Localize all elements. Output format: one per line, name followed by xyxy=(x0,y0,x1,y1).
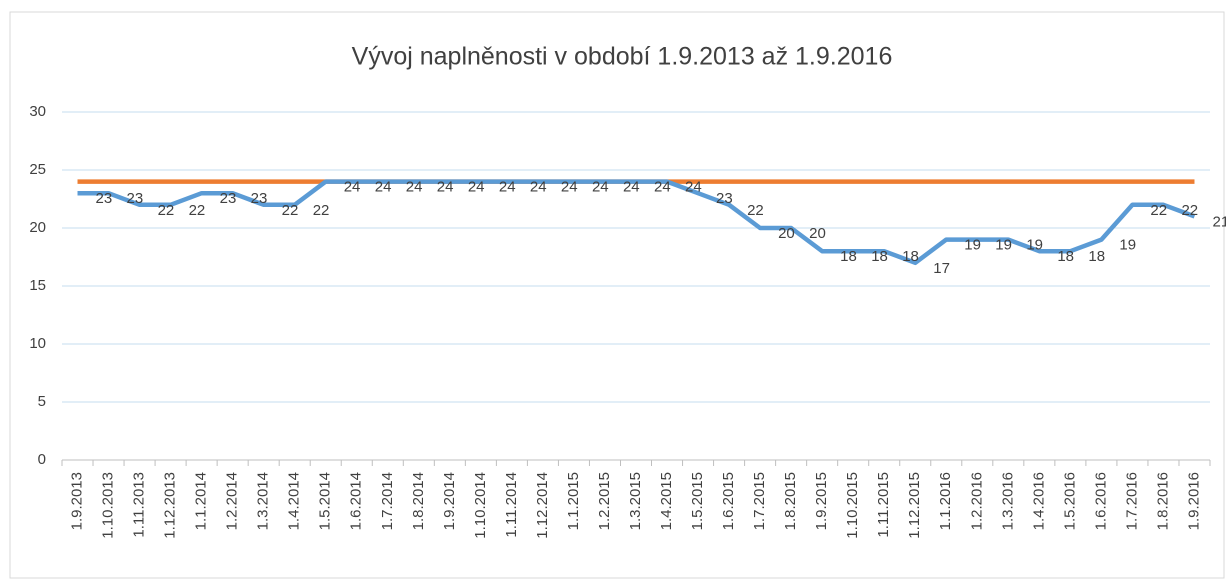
x-tick-label: 1.2.2015 xyxy=(596,472,613,530)
x-tick-label: 1.9.2015 xyxy=(813,472,830,530)
data-label: 24 xyxy=(592,179,609,196)
chart-area xyxy=(9,11,1225,579)
data-label: 22 xyxy=(282,202,299,219)
x-tick-label: 1.12.2014 xyxy=(534,472,551,539)
x-tick-label: 1.7.2016 xyxy=(1123,472,1140,530)
data-label: 18 xyxy=(1057,248,1074,265)
data-label: 18 xyxy=(840,248,857,265)
data-label: 24 xyxy=(468,179,485,196)
data-label: 24 xyxy=(437,179,454,196)
data-label: 19 xyxy=(964,237,981,254)
data-label: 24 xyxy=(530,179,547,196)
data-label: 24 xyxy=(344,179,361,196)
x-tick-label: 1.3.2016 xyxy=(999,472,1016,530)
y-tick-label: 25 xyxy=(29,161,46,178)
x-tick-label: 1.5.2014 xyxy=(317,472,334,530)
data-label: 24 xyxy=(499,179,516,196)
y-tick-label: 20 xyxy=(29,219,46,236)
x-tick-label: 1.1.2016 xyxy=(937,472,954,530)
x-tick-label: 1.9.2013 xyxy=(68,472,85,530)
x-tick-label: 1.4.2016 xyxy=(1030,472,1047,530)
y-tick-label: 5 xyxy=(38,393,46,410)
x-tick-label: 1.9.2016 xyxy=(1185,472,1202,530)
x-tick-label: 1.2.2014 xyxy=(224,472,241,530)
data-label: 23 xyxy=(96,190,113,207)
x-tick-label: 1.1.2015 xyxy=(565,472,582,530)
data-label: 21 xyxy=(1212,213,1226,230)
data-label: 24 xyxy=(685,179,702,196)
x-tick-label: 1.11.2014 xyxy=(503,472,520,538)
x-tick-label: 1.3.2014 xyxy=(255,472,272,530)
y-tick-label: 0 xyxy=(38,451,46,468)
x-tick-label: 1.4.2014 xyxy=(286,472,303,530)
x-tick-label: 1.4.2015 xyxy=(658,472,675,530)
data-label: 24 xyxy=(623,179,640,196)
data-label: 22 xyxy=(1150,202,1167,219)
x-tick-label: 1.12.2013 xyxy=(162,472,179,539)
x-tick-label: 1.11.2013 xyxy=(131,472,148,538)
data-label: 24 xyxy=(654,179,671,196)
x-tick-label: 1.12.2015 xyxy=(906,472,923,539)
data-label: 22 xyxy=(313,202,330,219)
y-tick-label: 30 xyxy=(29,103,46,120)
data-label: 22 xyxy=(1181,202,1198,219)
x-tick-label: 1.5.2015 xyxy=(689,472,706,530)
data-label: 22 xyxy=(747,202,764,219)
data-label: 19 xyxy=(1026,237,1043,254)
data-label: 23 xyxy=(220,190,237,207)
series-line xyxy=(77,179,1196,266)
data-label: 24 xyxy=(561,179,578,196)
data-label: 23 xyxy=(251,190,268,207)
x-tick-label: 1.3.2015 xyxy=(627,472,644,530)
data-label: 23 xyxy=(716,190,733,207)
x-tick-label: 1.2.2016 xyxy=(968,472,985,530)
data-label: 18 xyxy=(902,248,919,265)
data-label: 17 xyxy=(933,260,950,277)
data-label: 22 xyxy=(158,202,175,219)
x-tick-label: 1.11.2015 xyxy=(875,472,892,538)
data-label: 23 xyxy=(127,190,144,207)
x-tick-label: 1.8.2014 xyxy=(410,472,427,530)
x-tick-label: 1.6.2016 xyxy=(1092,472,1109,530)
x-tick-label: 1.7.2014 xyxy=(379,472,396,530)
data-label: 18 xyxy=(1088,248,1105,265)
x-tick-label: 1.7.2015 xyxy=(751,472,768,530)
data-label: 19 xyxy=(1119,237,1136,254)
x-tick-label: 1.10.2013 xyxy=(100,472,117,539)
y-tick-label: 10 xyxy=(29,335,46,352)
x-tick-label: 1.8.2016 xyxy=(1154,472,1171,530)
chart-title: Vývoj naplněnosti v období 1.9.2013 až 1… xyxy=(352,43,893,71)
x-tick-label: 1.6.2014 xyxy=(348,472,365,530)
data-label: 22 xyxy=(189,202,206,219)
data-label: 20 xyxy=(809,225,826,242)
x-tick-label: 1.9.2014 xyxy=(441,472,458,530)
x-tick-label: 1.6.2015 xyxy=(720,472,737,530)
data-label: 24 xyxy=(406,179,423,196)
y-tick-label: 15 xyxy=(29,277,46,294)
x-tick-label: 1.5.2016 xyxy=(1061,472,1078,530)
data-label: 20 xyxy=(778,225,795,242)
x-tick-label: 1.8.2015 xyxy=(782,472,799,530)
x-tick-label: 1.10.2015 xyxy=(844,472,861,539)
data-label: 19 xyxy=(995,237,1012,254)
data-label: 18 xyxy=(871,248,888,265)
x-tick-label: 1.1.2014 xyxy=(193,472,210,530)
data-label: 24 xyxy=(375,179,392,196)
x-tick-label: 1.10.2014 xyxy=(472,472,489,539)
